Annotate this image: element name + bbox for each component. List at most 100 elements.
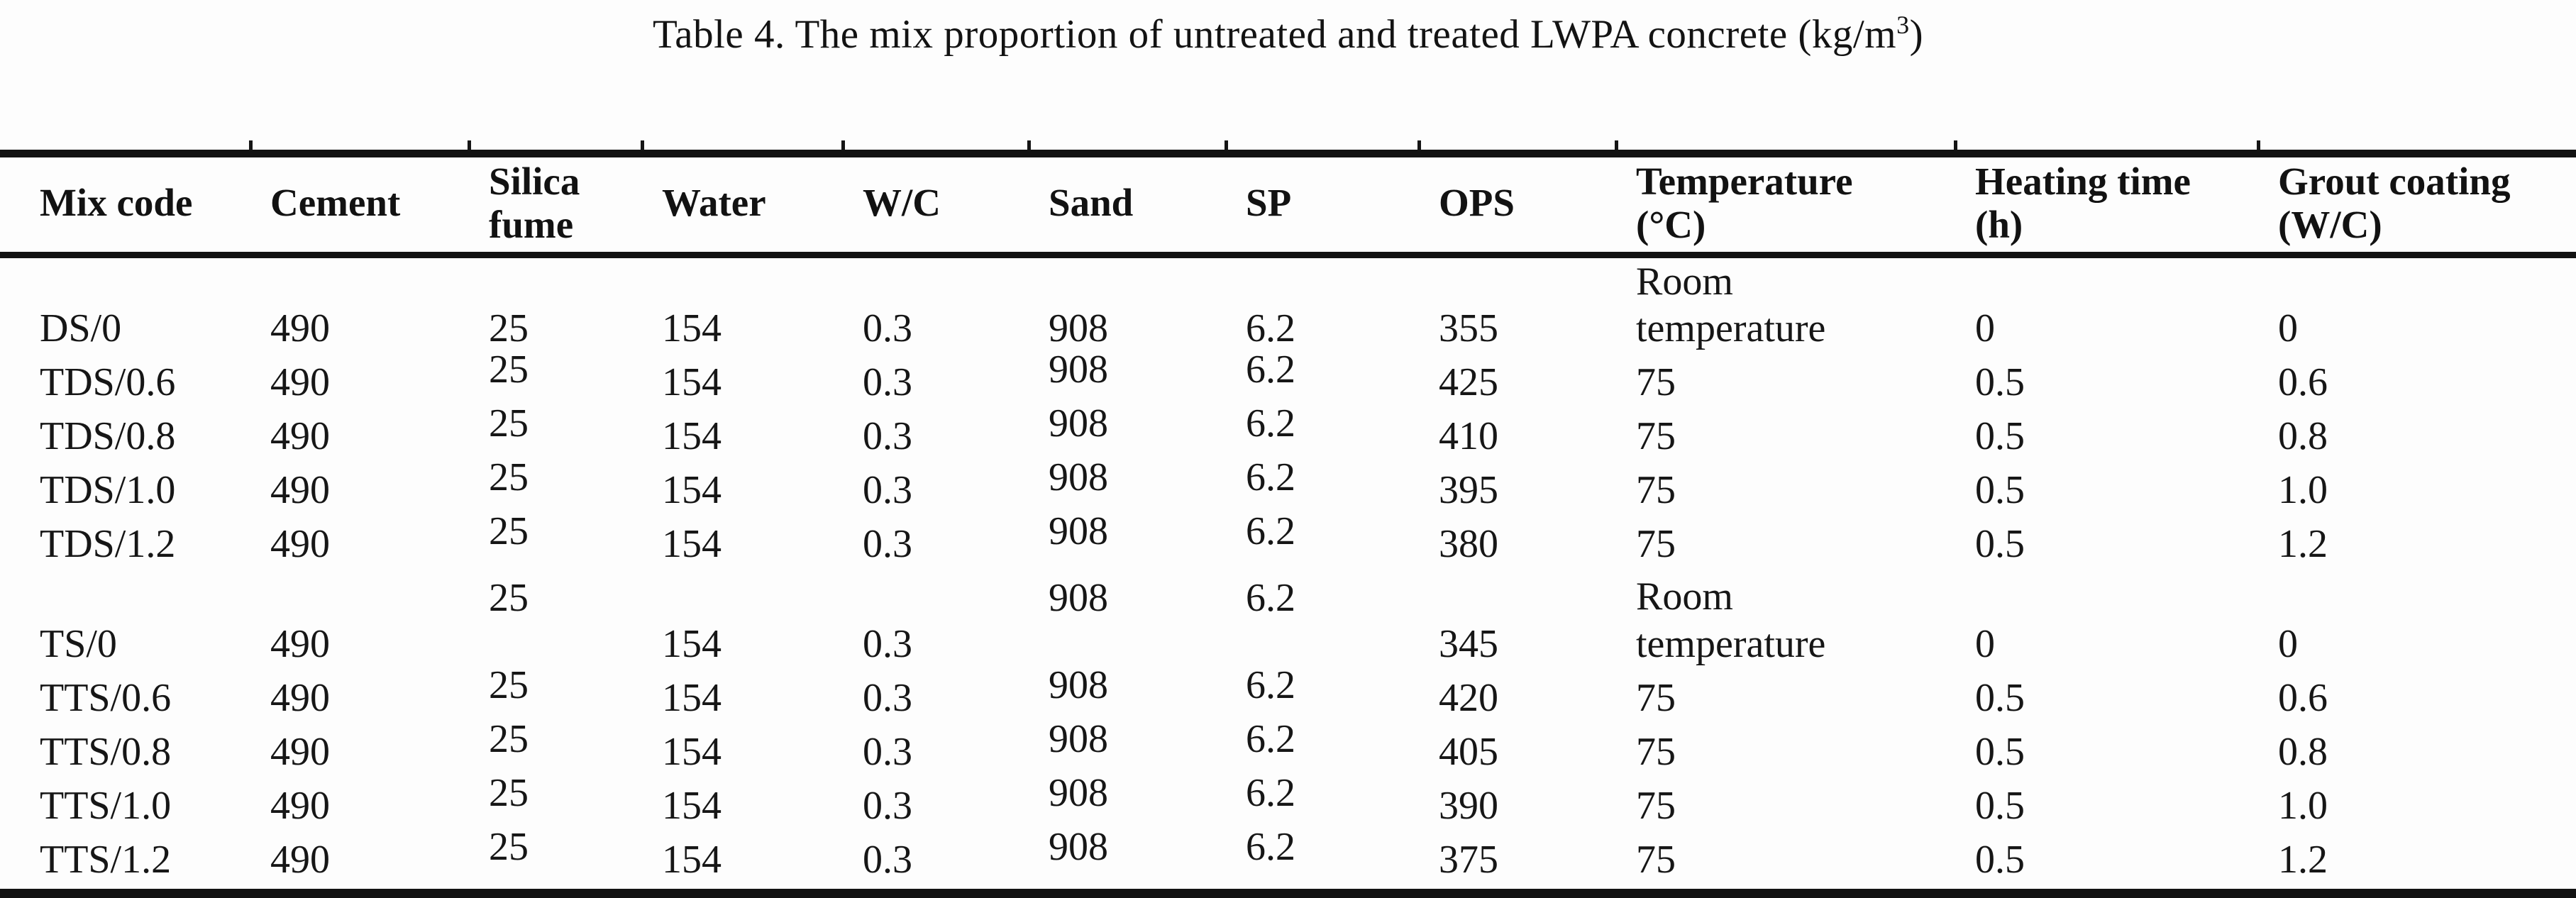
cell-temperature: Room temperature bbox=[1636, 260, 1826, 351]
column-tick bbox=[1954, 140, 1957, 150]
table-row: TDS/1.0 490 25 154 0.3 908 6.2 395 75 0.5 1.0 bbox=[0, 455, 2576, 519]
cell-grout-coating: 0.8 bbox=[2278, 414, 2328, 459]
cell-water: 154 bbox=[662, 621, 722, 666]
cell-mix-code: TS/0 bbox=[40, 621, 117, 666]
cell-silica-fume: 25 bbox=[489, 824, 529, 869]
cell-ops: 405 bbox=[1439, 729, 1498, 774]
caption-superscript: 3 bbox=[1896, 11, 1910, 39]
column-tick bbox=[249, 140, 253, 150]
cell-heating-time: 0.5 bbox=[1975, 414, 2025, 459]
column-tick bbox=[1225, 140, 1228, 150]
cell-cement: 490 bbox=[270, 306, 330, 351]
cell-silica-fume: 25 bbox=[489, 306, 529, 351]
cell-cement: 490 bbox=[270, 729, 330, 774]
cell-silica-fume: 25 bbox=[489, 455, 529, 500]
cell-temperature: 75 bbox=[1636, 468, 1676, 513]
header-row: Mix code Cement Silica fume Water W/C Sand SP O… bbox=[0, 153, 2576, 258]
column-header-sp: SP bbox=[1226, 153, 1419, 258]
cell-temperature: 75 bbox=[1636, 837, 1676, 882]
cell-sand: 908 bbox=[1049, 509, 1108, 554]
cell-wc: 0.3 bbox=[863, 522, 912, 567]
cell-heating-time: 0 bbox=[1975, 621, 1995, 666]
cell-water: 154 bbox=[662, 837, 722, 882]
cell-mix-code: TDS/0.8 bbox=[40, 414, 176, 459]
cell-wc: 0.3 bbox=[863, 360, 912, 405]
cell-grout-coating: 1.0 bbox=[2278, 783, 2328, 828]
cell-temperature: 75 bbox=[1636, 522, 1676, 567]
table-row: TTS/0.8 490 25 154 0.3 908 6.2 405 75 0.5 0.8 bbox=[0, 717, 2576, 781]
cell-heating-time: 0.5 bbox=[1975, 468, 2025, 513]
cell-sand: 908 bbox=[1049, 824, 1108, 869]
cell-sp: 6.2 bbox=[1246, 663, 1295, 707]
cell-sp: 6.2 bbox=[1246, 455, 1295, 500]
cell-sand: 908 bbox=[1049, 401, 1108, 446]
column-header-water: Water bbox=[642, 153, 843, 258]
column-header-temperature: Temperature (°C) bbox=[1616, 153, 1955, 258]
table-row: TDS/0.6 490 25 154 0.3 908 6.2 425 75 0.5 0.6 bbox=[0, 348, 2576, 411]
cell-sand: 908 bbox=[1049, 663, 1108, 707]
cell-heating-time: 0.5 bbox=[1975, 837, 2025, 882]
cell-sp: 6.2 bbox=[1246, 509, 1295, 554]
cell-silica-fume: 25 bbox=[489, 348, 529, 392]
cell-water: 154 bbox=[662, 783, 722, 828]
column-tick bbox=[641, 140, 644, 150]
cell-mix-code: TTS/1.2 bbox=[40, 837, 172, 882]
cell-water: 154 bbox=[662, 675, 722, 720]
column-tick bbox=[1615, 140, 1618, 150]
cell-water: 154 bbox=[662, 468, 722, 513]
column-header-grout-coating: Grout coating (W/C) bbox=[2258, 153, 2576, 258]
cell-silica-fume: 25 bbox=[489, 716, 529, 761]
cell-wc: 0.3 bbox=[863, 675, 912, 720]
cell-cement: 490 bbox=[270, 837, 330, 882]
cell-wc: 0.3 bbox=[863, 837, 912, 882]
cell-sp: 6.2 bbox=[1246, 716, 1295, 761]
cell-sand: 908 bbox=[1049, 716, 1108, 761]
cell-ops: 345 bbox=[1439, 621, 1498, 666]
cell-sp: 6.2 bbox=[1246, 576, 1295, 621]
table-caption: Table 4. The mix proportion of untreated… bbox=[0, 11, 2576, 57]
cell-sp: 6.2 bbox=[1246, 348, 1295, 392]
table-row: TDS/1.2 490 25 154 0.3 908 6.2 380 75 0.5 1.2 bbox=[0, 509, 2576, 573]
cell-cement: 490 bbox=[270, 522, 330, 567]
cell-grout-coating: 0.8 bbox=[2278, 729, 2328, 774]
cell-heating-time: 0.5 bbox=[1975, 360, 2025, 405]
cell-heating-time: 0.5 bbox=[1975, 522, 2025, 567]
cell-silica-fume: 25 bbox=[489, 663, 529, 707]
caption-suffix: ) bbox=[1909, 12, 1924, 57]
cell-grout-coating: 0 bbox=[2278, 306, 2298, 351]
cell-ops: 375 bbox=[1439, 837, 1498, 882]
table-row: TTS/0.6 490 25 154 0.3 908 6.2 420 75 0.5 0.6 bbox=[0, 663, 2576, 727]
cell-water: 154 bbox=[662, 414, 722, 459]
cell-sand: 908 bbox=[1049, 455, 1108, 500]
cell-wc: 0.3 bbox=[863, 414, 912, 459]
cell-sp: 6.2 bbox=[1246, 824, 1295, 869]
cell-silica-fume: 25 bbox=[489, 576, 529, 621]
cell-cement: 490 bbox=[270, 675, 330, 720]
column-header-ops: OPS bbox=[1419, 153, 1616, 258]
cell-cement: 490 bbox=[270, 414, 330, 459]
mix-proportion-table: Mix code Cement Silica fume Water W/C Sand SP O… bbox=[0, 150, 2576, 898]
cell-mix-code: DS/0 bbox=[40, 306, 122, 351]
cell-grout-coating: 1.0 bbox=[2278, 468, 2328, 513]
column-tick bbox=[841, 140, 845, 150]
cell-grout-coating: 1.2 bbox=[2278, 837, 2328, 882]
cell-heating-time: 0 bbox=[1975, 306, 1995, 351]
cell-sand: 908 bbox=[1049, 306, 1108, 351]
cell-mix-code: TDS/0.6 bbox=[40, 360, 176, 405]
cell-ops: 410 bbox=[1439, 414, 1498, 459]
cell-ops: 355 bbox=[1439, 306, 1498, 351]
cell-mix-code: TTS/1.0 bbox=[40, 783, 172, 828]
cell-cement: 490 bbox=[270, 783, 330, 828]
cell-wc: 0.3 bbox=[863, 306, 912, 351]
cell-heating-time: 0.5 bbox=[1975, 729, 2025, 774]
cell-sp: 6.2 bbox=[1246, 770, 1295, 815]
column-header-mix-code: Mix code bbox=[0, 153, 250, 258]
column-header-sand: Sand bbox=[1029, 153, 1226, 258]
caption-text: Table 4. The mix proportion of untreated… bbox=[652, 12, 1897, 57]
cell-sand: 908 bbox=[1049, 576, 1108, 621]
cell-cement: 490 bbox=[270, 360, 330, 405]
table-row: DS/0 490 25 154 0.3 908 6.2 355 Room temperature… bbox=[0, 255, 2576, 358]
cell-sand: 908 bbox=[1049, 348, 1108, 392]
cell-grout-coating: 0.6 bbox=[2278, 360, 2328, 405]
